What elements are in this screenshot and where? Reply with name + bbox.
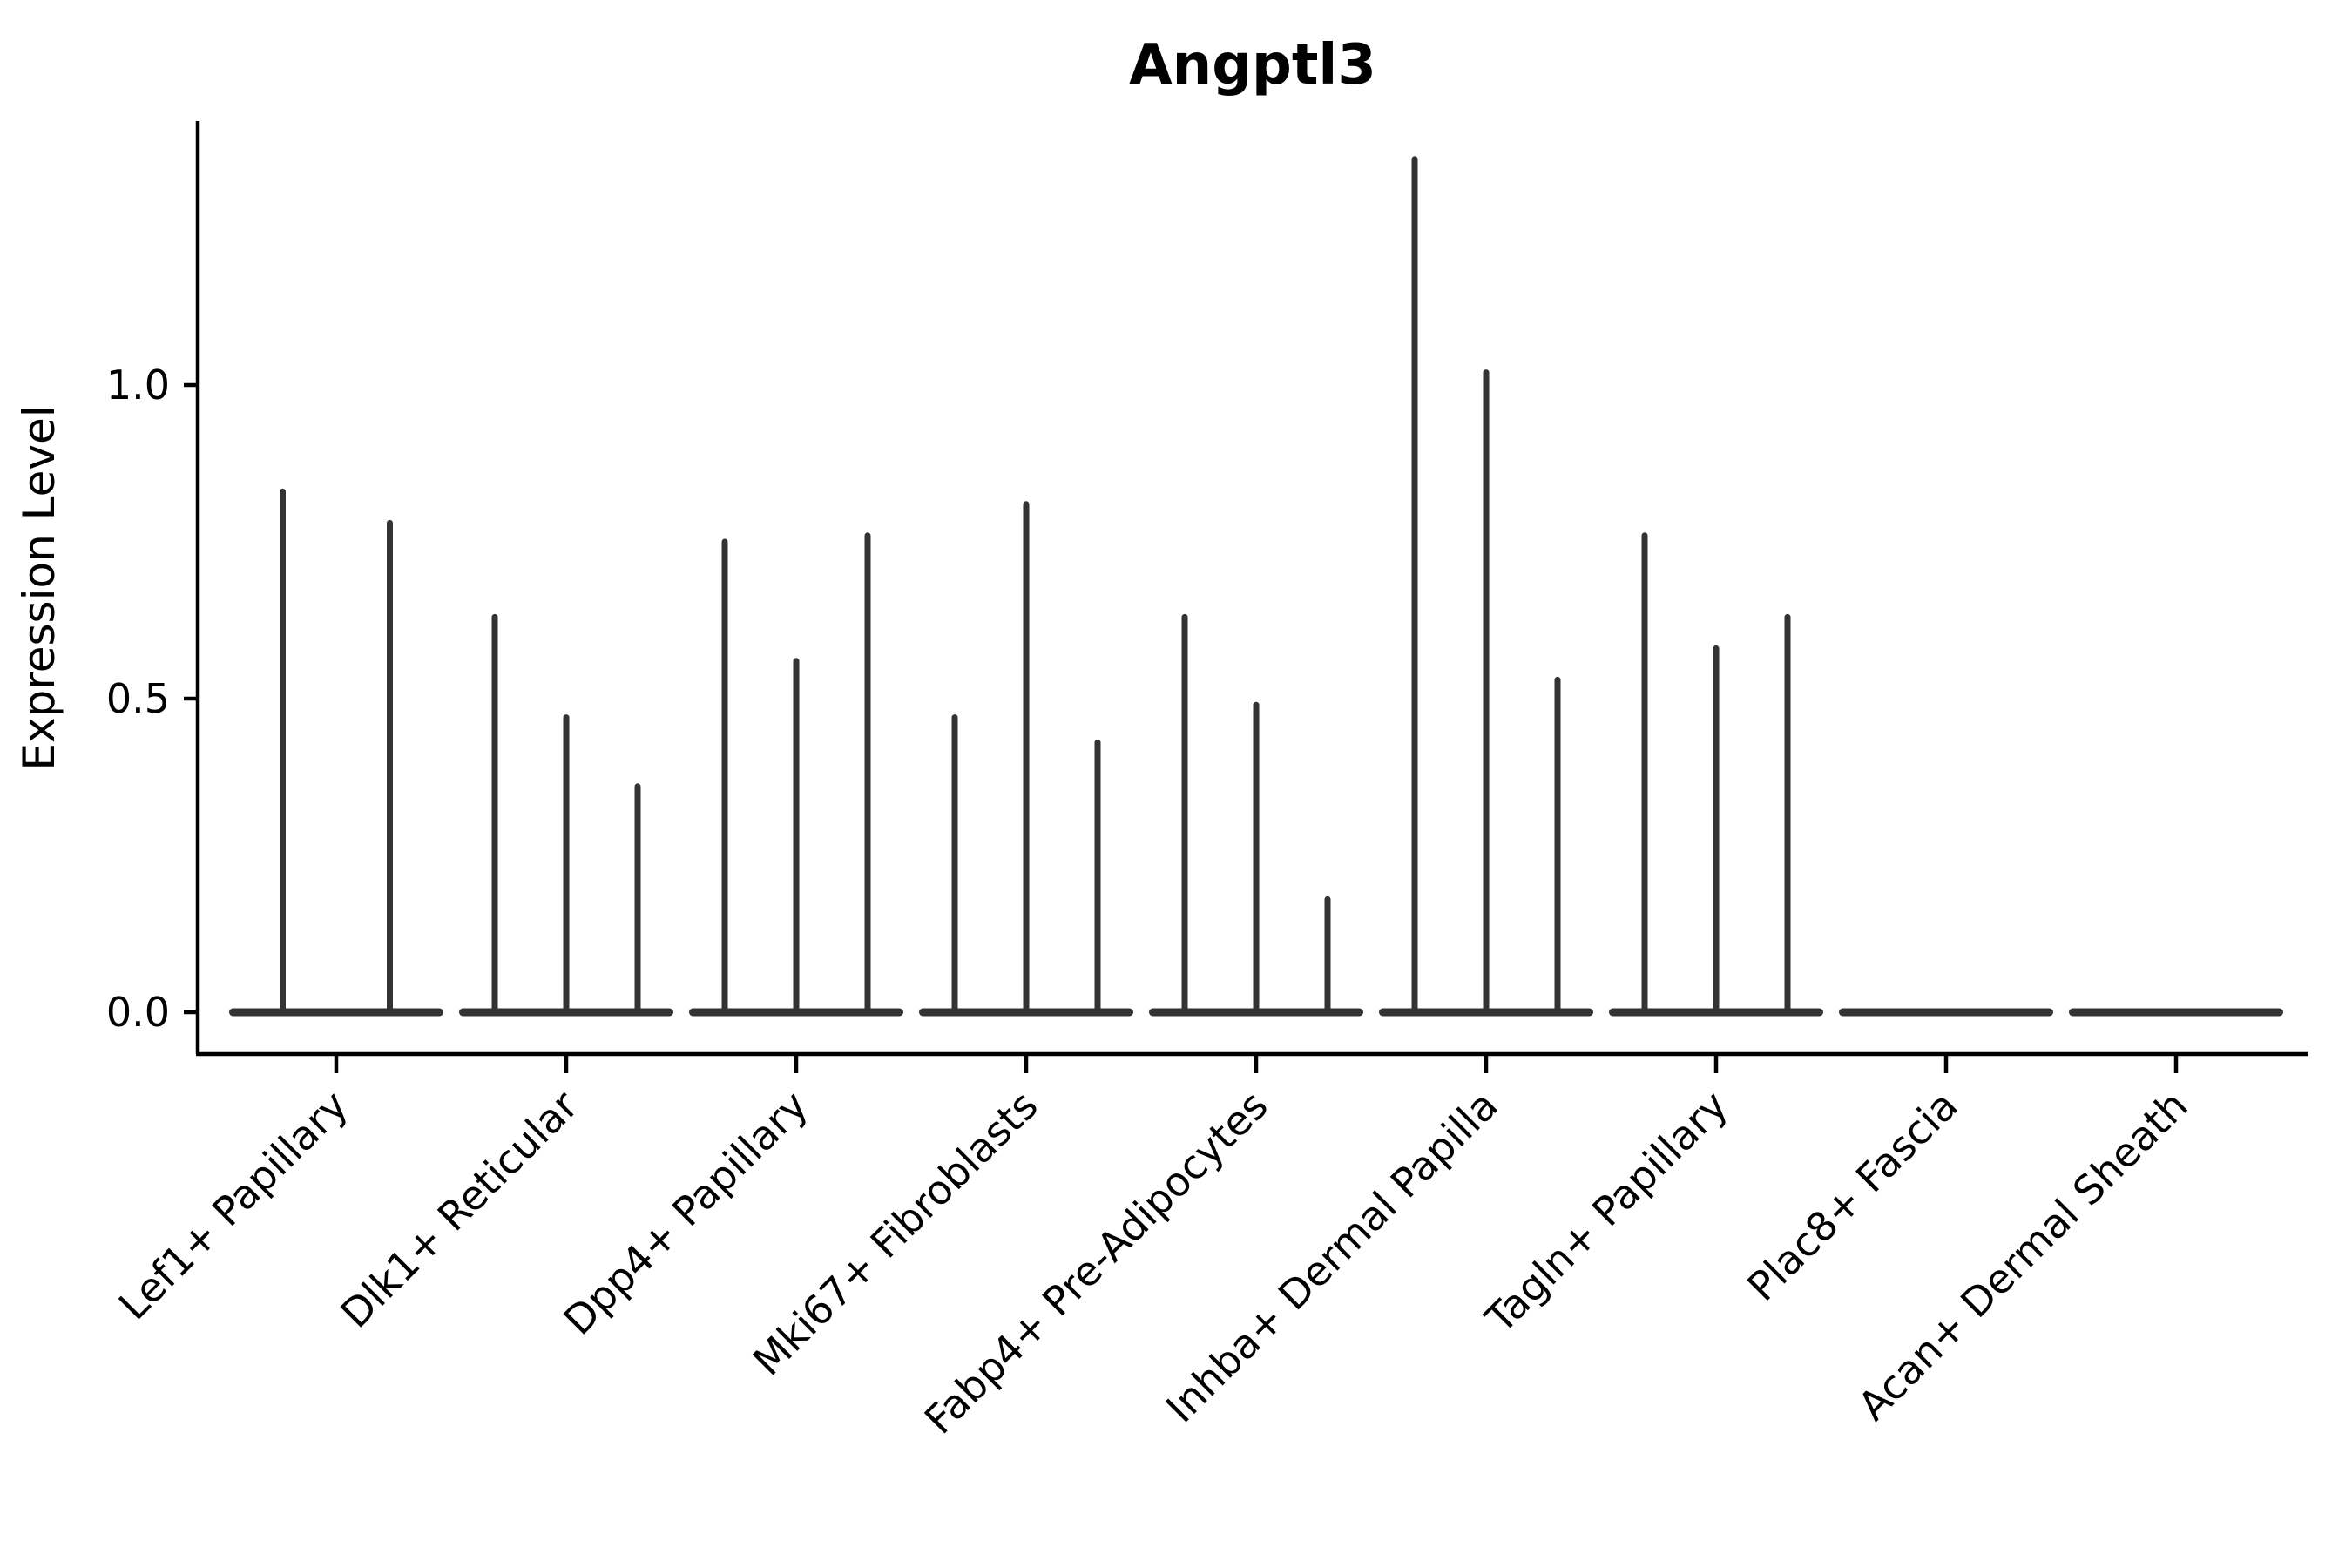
chart-title: Angptl3 [1129, 33, 1376, 98]
violin-base [2069, 1008, 2283, 1017]
x-tick-label: Lef1+ Papillary [110, 1082, 357, 1329]
violin-base [229, 1008, 443, 1017]
y-tick-label: 1.0 [106, 362, 170, 409]
y-tick-label: 0.5 [106, 675, 170, 722]
x-tick-label: Plac8+ Fascia [1738, 1082, 1966, 1310]
x-tick-label: Dlk1+ Reticular [332, 1082, 587, 1337]
y-tick-label: 0.0 [106, 989, 170, 1036]
y-axis-label: Expression Level [14, 405, 64, 770]
violin-base [1839, 1008, 2053, 1017]
x-tick-label: Tagln+ Papillary [1476, 1082, 1737, 1343]
x-tick-label: Dpp4+ Papillary [555, 1082, 817, 1344]
